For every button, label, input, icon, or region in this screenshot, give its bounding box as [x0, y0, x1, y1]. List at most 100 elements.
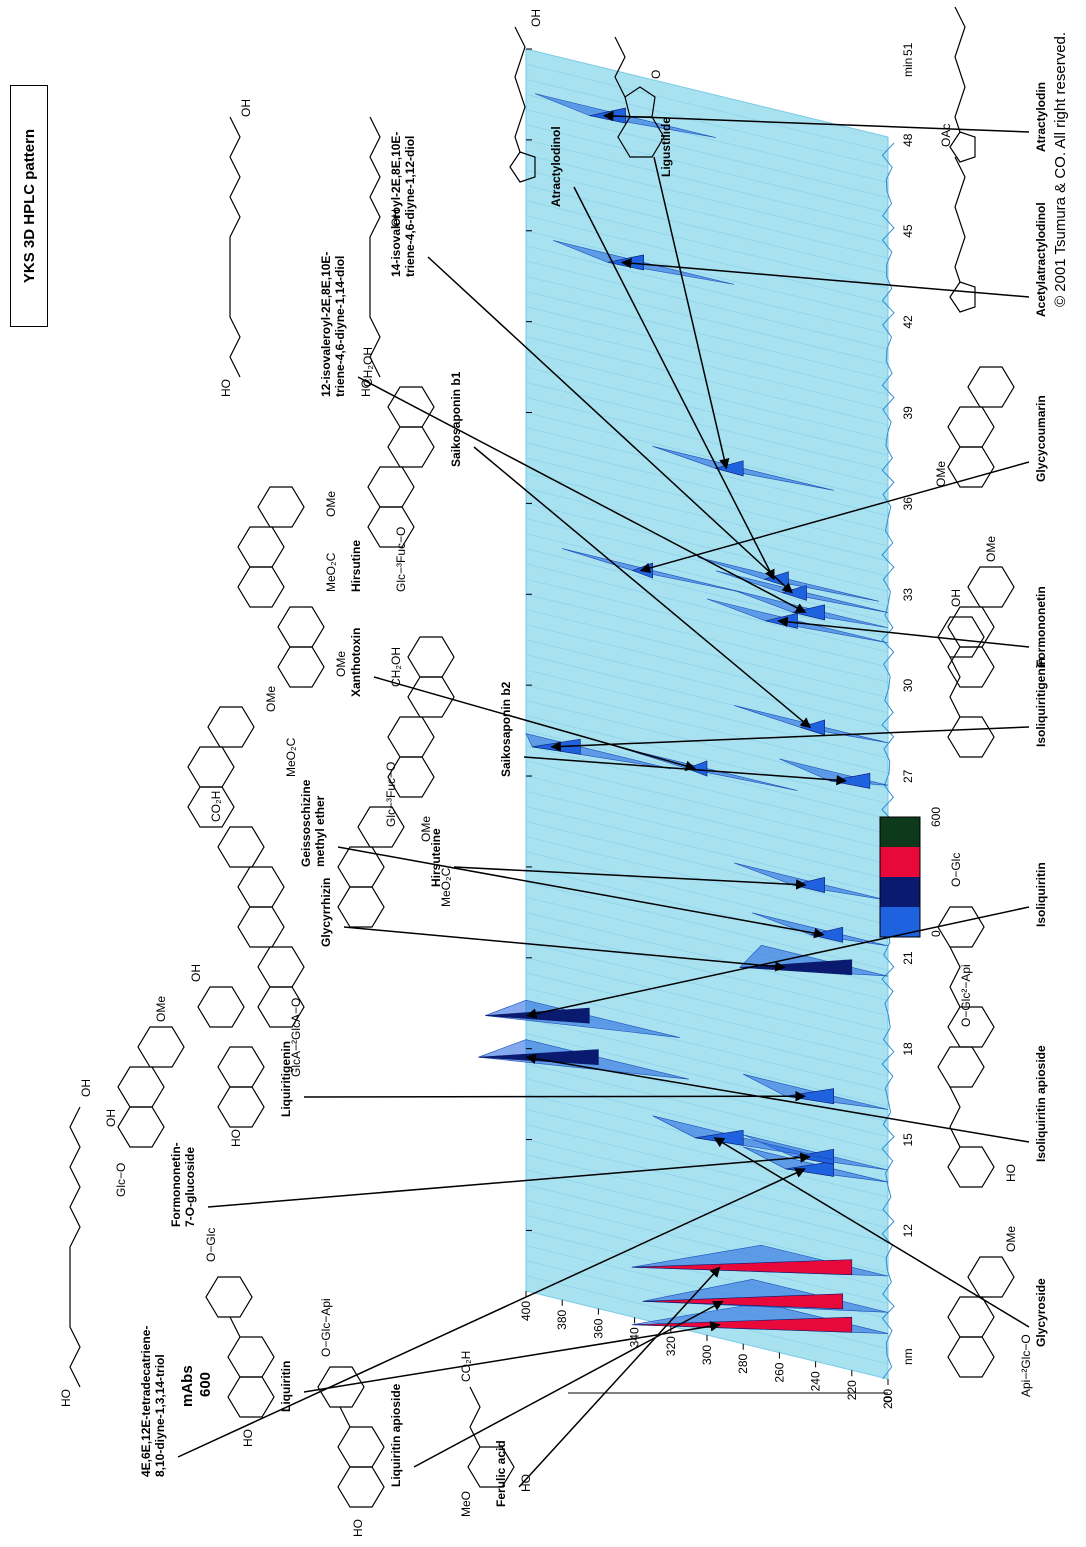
structure-12-isovaleroyl-diol: HO OH [219, 99, 253, 397]
structure-atractylodin [949, 6, 976, 163]
y-tick-label: 300 [700, 1345, 714, 1365]
surface-gridline [525, 715, 889, 804]
colorbar-segment [880, 907, 920, 937]
compound-labels: 4E,6E,12E-tetradecatriene- 8,10-diyne-1,3… [139, 82, 1048, 1507]
leader-arrow [518, 1266, 721, 1488]
peak-mark [485, 1007, 590, 1024]
structure-formononetin: OMe [947, 536, 1015, 688]
glycyrrhizin-glca: GlcA−²GlcA−O [289, 998, 303, 1077]
surface-gridline [525, 790, 889, 880]
compound-name-line: triene-4,6-diyne-1,14-diol [333, 256, 347, 397]
leader-arrow [303, 1321, 721, 1393]
x-tick-label: 42 [901, 315, 915, 329]
formononetin-glc-ome: OMe [154, 996, 168, 1022]
figure-title: YKS 3D HPLC pattern [20, 128, 38, 284]
surface-gridline [525, 1260, 889, 1349]
compound-name-line: Glycycoumarin [1034, 395, 1048, 482]
compound-label-liquiritin-apioside: Liquiritin apioside [389, 1300, 724, 1487]
x-tick-label: 18 [901, 1042, 915, 1056]
surface-gridline [525, 881, 889, 971]
ferulic-ho: HO [519, 1474, 533, 1492]
surface-gridline [525, 609, 889, 698]
glycycoumarin-ome: OMe [934, 461, 948, 487]
saikosaponin-b1-ch2oh: CH₂OH [361, 347, 375, 387]
surface-gridline [525, 972, 889, 1062]
surface-gridline [525, 548, 889, 638]
structure-saikosaponin-b1: Glc−³Fuc−O CH₂OH [361, 347, 435, 592]
compound-name-line: Ferulic acid [494, 1440, 508, 1507]
compound-name-line: Hirsutine [349, 540, 363, 592]
ferulic-meo: MeO [459, 1491, 473, 1517]
structure-geissoschizine: MeO₂C OMe [187, 686, 298, 828]
compound-label-isoliquiritigenin: Isoliquiritigenin [550, 658, 1048, 752]
compound-name-line: Formononetin [1034, 586, 1048, 667]
y-tick-label: 220 [845, 1380, 859, 1400]
surface-gridline [525, 200, 889, 289]
liquiritigenin-oh: OH [189, 964, 203, 982]
x-tick-label: 12 [901, 1224, 915, 1238]
surface-gridline [525, 578, 889, 668]
isoliquiritin-oglc: O−Glc [949, 853, 963, 887]
colorbar-segment [880, 877, 920, 907]
surface-gridline [525, 684, 889, 774]
diol12-ho: HO [219, 379, 233, 397]
compound-label-hirsuteine: Hirsuteine [429, 828, 807, 890]
geissoschizine-meo2c: MeO₂C [284, 737, 298, 777]
structure-saikosaponin-b2: Glc−³Fuc−O CH₂OH [384, 636, 455, 827]
peak-mark [686, 760, 708, 777]
compound-name-line: Glycyrrhizin [319, 878, 333, 947]
y-tick-label: 280 [736, 1353, 750, 1373]
surface-gridline [525, 185, 889, 274]
xanthotoxin-ome: OMe [334, 651, 348, 677]
compound-label-acetylatractylodinol: Acetylatractylodinol [621, 202, 1048, 317]
surface-gridline [525, 336, 889, 426]
surface-gridline [525, 488, 889, 577]
surface-gridline [525, 230, 889, 319]
surface-gridline [525, 291, 889, 380]
compound-name-line: Glycyroside [1034, 1278, 1048, 1347]
x-tick-label: 45 [901, 224, 915, 238]
hirsutine-meo2c: MeO₂C [324, 552, 338, 592]
surface-gridline [525, 745, 889, 834]
compound-name-line: Formononetin- [169, 1142, 183, 1227]
peak-mark [792, 604, 825, 621]
surface-gridline [525, 124, 889, 213]
colorbar-frame [879, 816, 921, 938]
peak-mark [739, 959, 853, 976]
glycyroside-apiglc: Api−²Glc−O [1019, 1334, 1033, 1397]
structure-acetylatractylodinol: OAc [939, 124, 976, 313]
axis-layer: 1215182124273033363942454851200220240260… [519, 42, 915, 1409]
compound-label-diol-14: 14-isovaleroyl-2E,8E,10E-triene-4,6-diyn… [389, 132, 793, 594]
colorbar-segment [880, 817, 920, 847]
peak-mark [799, 719, 825, 736]
compound-label-triol: 4E,6E,12E-tetradecatriene- 8,10-diyne-1,3… [139, 1168, 806, 1477]
peak-mark [478, 1049, 599, 1066]
atractylodinol-oh: OH [529, 9, 543, 27]
surface-gridline [525, 1139, 889, 1228]
diol14-oh: OH [389, 209, 403, 227]
structure-ferulic-acid: MeO HO CO₂H [459, 1351, 533, 1517]
compound-name-line: Xanthotoxin [349, 628, 363, 697]
compound-name-line: 7-O-glucoside [183, 1147, 197, 1227]
surface-gridline [525, 321, 889, 410]
structure-triol: HO OH OH [59, 1079, 118, 1407]
structure-glycycoumarin: OMe [934, 366, 1015, 488]
surface-gridline [525, 1109, 889, 1198]
leader-arrow [343, 926, 786, 972]
compound-label-ligustilide: Ligustilide [653, 117, 730, 470]
surface-gridline [525, 927, 889, 1016]
compound-label-saikosaponin-b2: Saikosaponin b2 [499, 681, 847, 786]
peak-mark [785, 1088, 835, 1105]
surface-gridline [525, 1154, 889, 1243]
structure-hirsutine: MeO₂C OMe [237, 486, 338, 608]
leader-arrow [453, 866, 807, 890]
leader-arrow [573, 186, 775, 581]
x-tick-label: 39 [901, 406, 915, 420]
structure-liquiritin-apioside: HO O−Glc−Api [317, 1298, 385, 1537]
compound-name-line: Liquiritin apioside [389, 1383, 403, 1487]
compound-label-formononetin-glc: Formononetin- 7-O-glucoside [169, 1142, 811, 1227]
formononetin-glc-glco: Glc−O [114, 1163, 128, 1197]
compound-label-atractylodinol: Atractylodinol [549, 126, 775, 581]
compound-name-line: 12-isovaleroyl-2E,8E,10E- [319, 252, 333, 397]
